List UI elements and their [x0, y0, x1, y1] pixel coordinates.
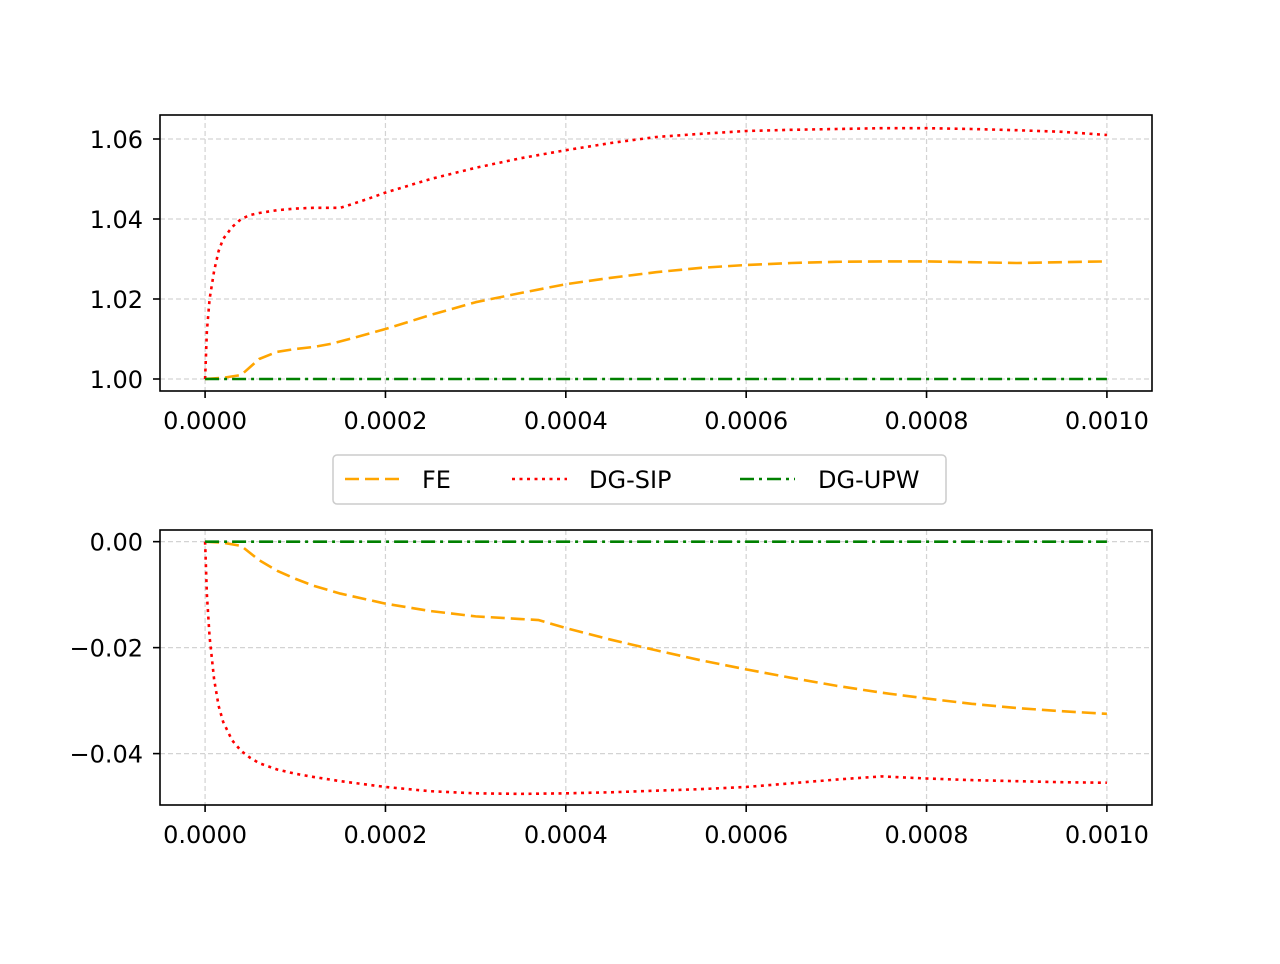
bottom-series-dg-sip	[203, 541, 1107, 796]
top-xtick-label-4: 0.0008	[885, 407, 969, 435]
bottom-ytick-label-1: −0.02	[69, 635, 143, 663]
top-panel: 0.0000 0.0002 0.0004 0.0006 0.0008 0.0010 1.00…	[90, 114, 1153, 435]
top-xtick-label-5: 0.0010	[1065, 407, 1149, 435]
legend-label-fe: FE	[422, 466, 451, 494]
bottom-xtick-label-4: 0.0008	[885, 821, 969, 849]
top-series-dg-sip	[203, 126, 1108, 380]
bottom-xtick-label-5: 0.0010	[1065, 821, 1149, 849]
top-axes-frame	[159, 114, 1153, 392]
bottom-ytick-label-0: 0.00	[90, 529, 143, 557]
top-xtick-label-2: 0.0004	[524, 407, 608, 435]
top-ytick-label-2: 1.04	[90, 206, 143, 234]
bottom-axes-frame	[159, 529, 1153, 806]
bottom-panel: 0.0000 0.0002 0.0004 0.0006 0.0008 0.0010 0.00…	[69, 529, 1153, 849]
bottom-xtick-label-1: 0.0002	[343, 821, 427, 849]
top-xtick-label-3: 0.0006	[704, 407, 788, 435]
bottom-xtick-label-0: 0.0000	[163, 821, 247, 849]
bottom-ytick-label-2: −0.04	[69, 741, 143, 769]
legend-label-dg-sip: DG-SIP	[589, 466, 672, 494]
top-series-fe	[205, 260, 1107, 381]
bottom-xtick-label-2: 0.0004	[524, 821, 608, 849]
legend-frame	[332, 454, 947, 505]
bottom-series-fe	[205, 540, 1107, 716]
top-ytick-label-3: 1.06	[90, 126, 143, 154]
legend-label-dg-upw: DG-UPW	[818, 466, 920, 494]
top-ytick-label-0: 1.00	[90, 366, 143, 394]
bottom-xtick-label-3: 0.0006	[704, 821, 788, 849]
top-xtick-label-1: 0.0002	[343, 407, 427, 435]
legend: FE DG-SIP DG-UPW	[332, 454, 947, 505]
top-xtick-label-0: 0.0000	[163, 407, 247, 435]
top-ytick-label-1: 1.02	[90, 286, 143, 314]
